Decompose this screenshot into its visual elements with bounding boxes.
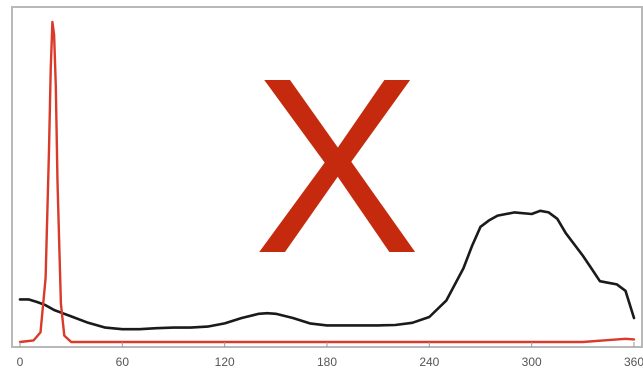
series-layer [18,20,636,344]
series-line-black [18,209,636,331]
x-mark-annotation: X [254,26,421,305]
x-axis: 0 60 120 180 240 300 360 [17,342,643,369]
x-tick-label: 180 [317,355,337,369]
series-line-red [18,20,636,344]
x-tick-label: 240 [419,355,439,369]
x-tick-label: 60 [116,355,130,369]
x-tick-label: 300 [522,355,542,369]
x-tick-label: 0 [17,355,24,369]
x-tick-label: 120 [215,355,235,369]
plot-frame [11,6,643,348]
x-tick-label: 360 [624,355,643,369]
